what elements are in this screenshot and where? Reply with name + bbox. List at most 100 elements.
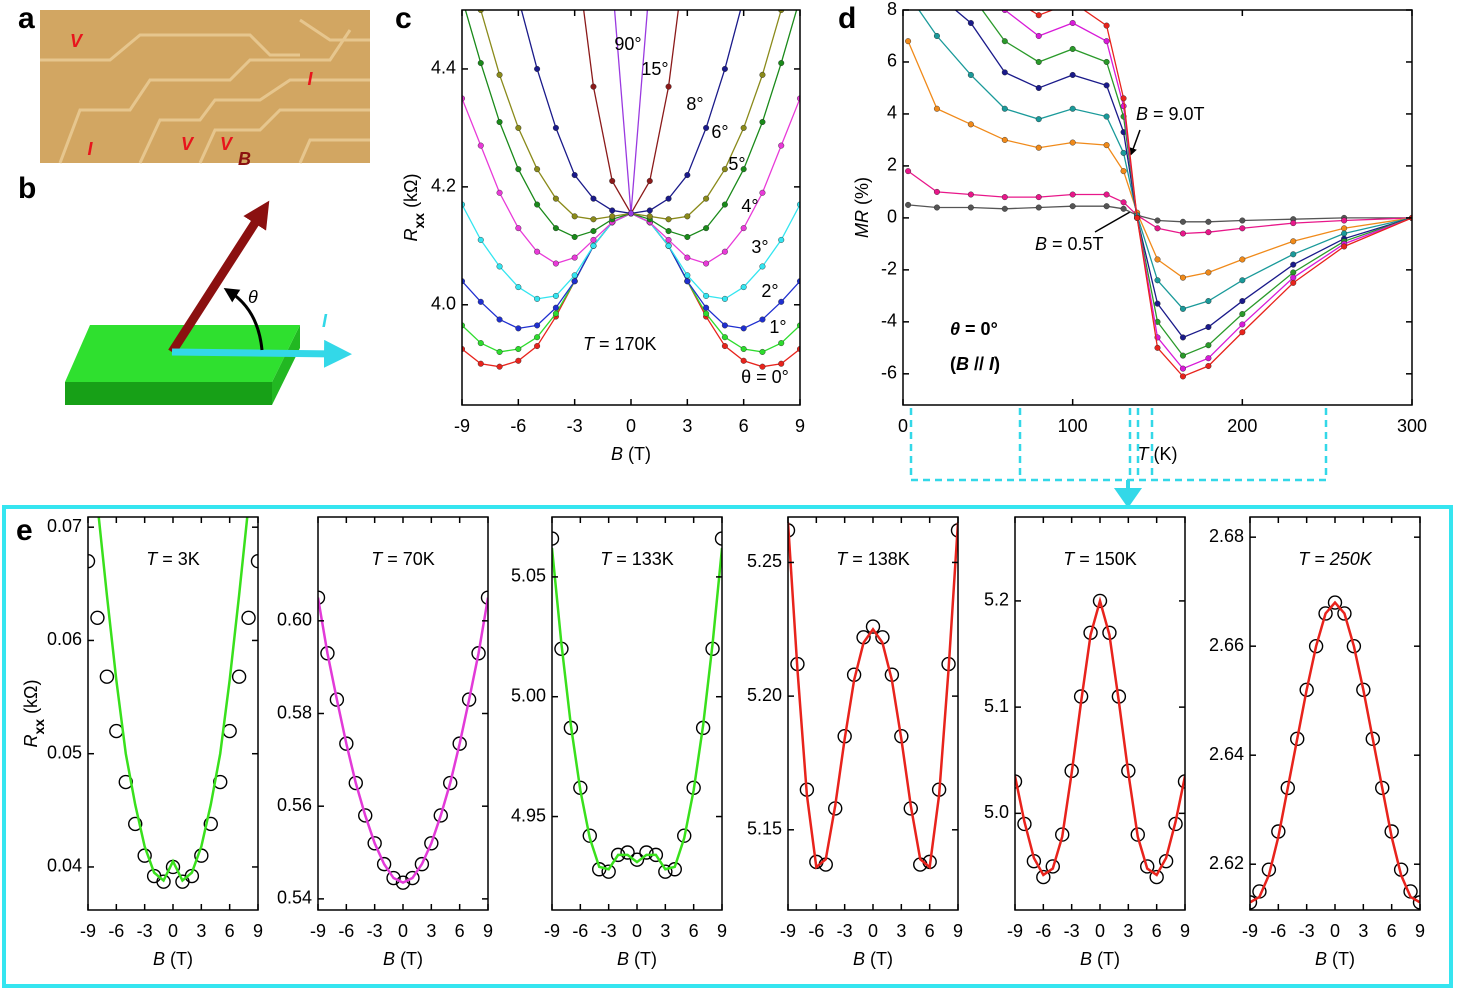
plot-area: [552, 531, 722, 879]
series-label: 6°: [711, 122, 728, 142]
series-label: 1°: [769, 317, 786, 337]
data-point: [1239, 321, 1246, 328]
series-line: [907, 40, 1412, 279]
annotation: T = 150K: [1063, 549, 1137, 569]
data-point: [1205, 298, 1212, 305]
x-axis-label-part: B: [383, 949, 395, 969]
data-point: [601, 864, 616, 879]
x-axis-label-part: B: [1315, 949, 1327, 969]
data-point: [496, 348, 503, 355]
data-point: [1103, 203, 1110, 210]
data-point: [665, 195, 672, 202]
y-tick-label: 5.15: [747, 819, 782, 839]
y-tick-label: -4: [881, 311, 897, 331]
x-tick-label: -9: [544, 921, 560, 941]
data-point: [646, 213, 653, 220]
data-point: [967, 121, 974, 128]
data-point: [90, 610, 105, 625]
data-point: [740, 345, 747, 352]
data-point: [721, 65, 728, 72]
annotation-part: = 133K: [611, 549, 674, 569]
data-point: [1205, 363, 1212, 370]
data-point: [1103, 82, 1110, 89]
x-tick-label: -9: [1242, 921, 1258, 941]
data-point: [1134, 214, 1141, 221]
data-point: [628, 210, 635, 217]
photo-label: V: [70, 31, 84, 51]
data-point: [1290, 261, 1297, 268]
annotation: T = 138K: [836, 549, 910, 569]
data-point: [1179, 230, 1186, 237]
data-point: [658, 864, 673, 879]
x-tick-label: 3: [426, 921, 436, 941]
data-point: [477, 142, 484, 149]
data-point: [515, 166, 522, 173]
data-point: [684, 272, 691, 279]
data-point: [1412, 895, 1420, 910]
y-tick-label: 0.04: [47, 856, 82, 876]
data-point: [571, 172, 578, 179]
y-tick-label: 0.60: [277, 610, 312, 630]
y-tick-label: 5.20: [747, 685, 782, 705]
data-point: [534, 248, 541, 255]
data-point: [1015, 774, 1023, 789]
data-point: [609, 213, 616, 220]
data-point: [629, 852, 645, 867]
x-tick-label: -6: [1270, 921, 1286, 941]
x-tick-label: 6: [1387, 921, 1397, 941]
data-point: [496, 263, 503, 270]
data-point: [552, 531, 560, 546]
annotation-part: = 0.5T: [1047, 234, 1104, 254]
series-label: 5°: [728, 154, 745, 174]
data-point: [1140, 859, 1155, 874]
data-point: [1036, 869, 1051, 885]
data-point: [703, 124, 710, 131]
data-point: [1069, 71, 1076, 78]
data-point: [665, 236, 672, 243]
data-point: [778, 340, 785, 347]
data-point: [552, 225, 559, 232]
x-tick-label: 3: [1123, 921, 1133, 941]
data-point: [1035, 194, 1042, 201]
x-tick-label: 0: [398, 921, 408, 941]
y-tick-label: 2.66: [1209, 635, 1244, 655]
photo-traces: [40, 18, 370, 164]
plot-frame: [902, 9, 1413, 406]
y-tick-label: 0.05: [47, 742, 82, 762]
x-axis-label-part: B: [153, 949, 165, 969]
data-point: [477, 298, 484, 305]
data-point: [1154, 277, 1161, 284]
x-axis-label: B (T): [1080, 949, 1120, 969]
data-point: [905, 168, 912, 175]
data-point: [905, 201, 912, 208]
y-tick-label: 5.2: [984, 590, 1009, 610]
annotation-part: T: [371, 549, 384, 569]
x-tick-label: 6: [455, 921, 465, 941]
data-point: [590, 236, 597, 243]
data-point: [424, 836, 439, 851]
data-point: [515, 225, 522, 232]
y-axis-label: MR (%): [852, 177, 872, 238]
y-tick-label: 4.2: [431, 176, 456, 196]
data-point: [88, 553, 96, 569]
data-point: [1120, 168, 1127, 175]
data-point: [1035, 144, 1042, 151]
series-line: [954, 10, 1412, 339]
plot-frame: [1249, 516, 1421, 911]
annotation-pointer: [1129, 129, 1141, 156]
data-point: [590, 216, 597, 223]
data-point: [516, 0, 522, 1]
data-point: [1239, 298, 1246, 305]
panel-label: e: [16, 514, 33, 547]
data-point: [461, 692, 477, 707]
x-tick-label: 0: [1095, 921, 1105, 941]
data-point: [590, 228, 597, 235]
plot-area: [462, 0, 800, 370]
data-point: [1179, 274, 1186, 281]
x-tick-label: -3: [137, 921, 153, 941]
x-tick-label: 6: [1152, 921, 1162, 941]
data-point: [1341, 243, 1348, 250]
series-line: [981, 10, 1412, 357]
data-point: [1179, 334, 1186, 341]
plot-area: [1250, 595, 1420, 910]
